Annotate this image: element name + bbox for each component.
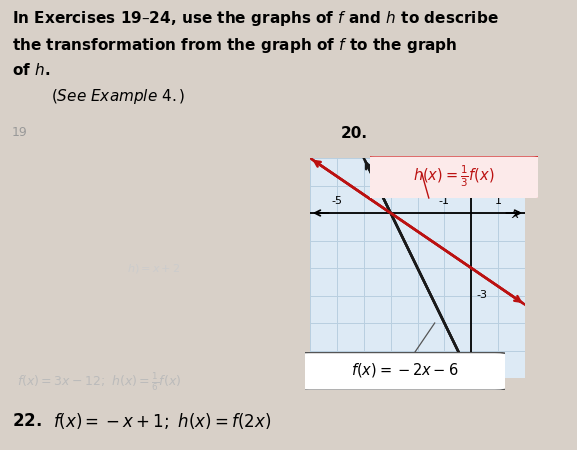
Text: $(See\ Example\ 4.)$: $(See\ Example\ 4.)$ bbox=[51, 87, 186, 106]
Text: 1: 1 bbox=[494, 196, 501, 206]
Text: In Exercises 19–24, use the graphs of $f$ and $h$ to describe
the transformation: In Exercises 19–24, use the graphs of $f… bbox=[12, 9, 498, 99]
Text: -5: -5 bbox=[331, 196, 342, 206]
Text: 19: 19 bbox=[12, 126, 27, 139]
Text: -3: -3 bbox=[476, 291, 487, 301]
Text: $f(x) = -x + 1;\ h(x) = f(2x)$: $f(x) = -x + 1;\ h(x) = f(2x)$ bbox=[53, 411, 271, 431]
FancyBboxPatch shape bbox=[362, 156, 545, 199]
FancyBboxPatch shape bbox=[297, 352, 507, 391]
Text: $y$: $y$ bbox=[514, 185, 524, 199]
Text: $f(x) = -2x - 6$: $f(x) = -2x - 6$ bbox=[351, 361, 459, 379]
Text: $x$: $x$ bbox=[511, 208, 521, 221]
Text: 20.: 20. bbox=[341, 126, 368, 141]
Text: $h) = x + 2$: $h) = x + 2$ bbox=[127, 262, 181, 275]
Text: $h(x) = \frac{1}{3}f(x)$: $h(x) = \frac{1}{3}f(x)$ bbox=[413, 163, 494, 189]
Text: $\mathbf{22.}$: $\mathbf{22.}$ bbox=[12, 412, 42, 430]
Text: -1: -1 bbox=[439, 196, 450, 206]
Text: $f(x) = 3x - 12;\ h(x) = \frac{1}{6}f(x)$: $f(x) = 3x - 12;\ h(x) = \frac{1}{6}f(x)… bbox=[17, 372, 181, 393]
